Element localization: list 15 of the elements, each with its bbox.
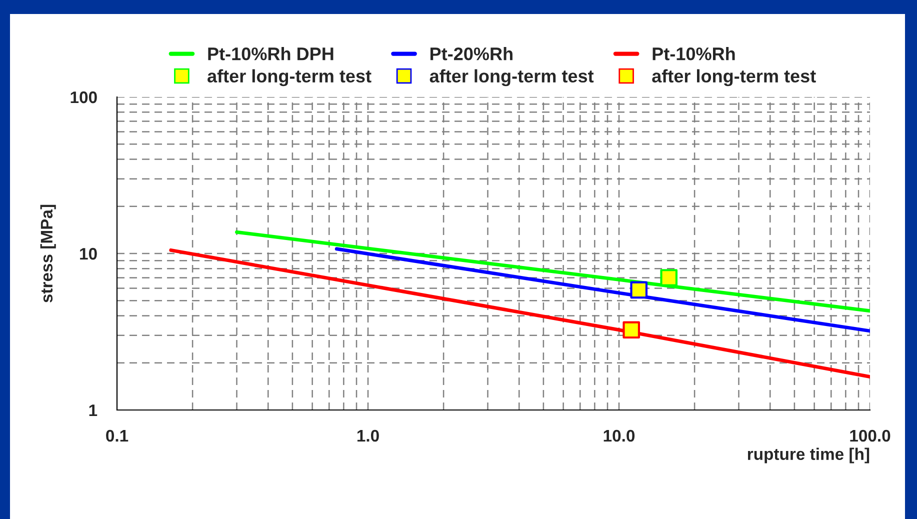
y-tick-label: 10 [80,248,97,260]
legend-label: Pt-10%Rh DPH [208,47,334,60]
x-tick-label: 100.0 [850,430,890,442]
legend-label: after long-term test [652,69,816,86]
x-tick-label: 10.0 [604,430,635,442]
y-axis-title: stress [MPa] [40,204,56,302]
x-tick-label: 1.0 [357,430,379,442]
legend-label: Pt-20%Rh [430,47,512,60]
y-tick-label: 1 [89,404,98,416]
legend-label: after long-term test [430,69,594,86]
legend-label: after long-term test [208,69,372,86]
y-tick-label: 100 [70,91,97,104]
x-tick-label: 0.1 [106,430,128,442]
x-axis-title: rupture time [h] [748,448,870,464]
legend-label: Pt-10%Rh [652,47,735,60]
